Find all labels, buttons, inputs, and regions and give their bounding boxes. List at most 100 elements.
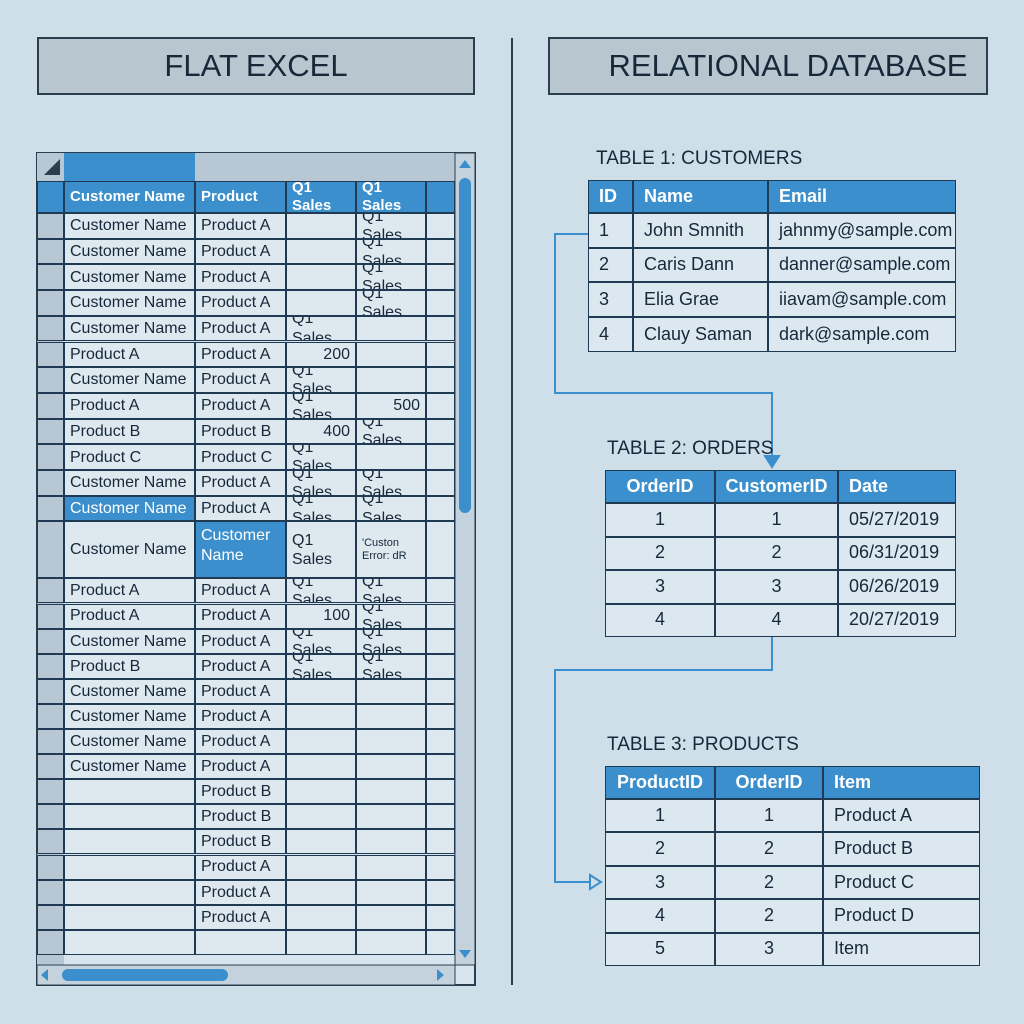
grid-cell [426,653,455,679]
grid-cell [64,829,195,855]
row-header [37,238,64,265]
grid-cell [356,729,426,755]
table-caption: TABLE 1: CUSTOMERS [596,148,803,169]
grid-cell [286,929,356,955]
table-header: Name [633,180,768,213]
scroll-left[interactable] [41,969,48,981]
table-header: OrderID [715,766,823,799]
grid-cell: Product A [195,367,286,393]
scroll-thumb [459,178,471,513]
grid-cell: Product A [195,392,286,419]
grid-cell: Customer Name [64,521,195,579]
grid-cell: Q1 Sales [286,315,356,342]
table-cell: 1 [605,799,715,833]
grid-cell [356,703,426,729]
grid-cell: 400 [286,418,356,445]
grid-cell [64,879,195,905]
row-header [37,754,64,780]
grid-cell: Product A [64,341,195,368]
grid-cell [426,213,455,239]
table-cell: Product D [823,899,980,933]
grid-cell: Q1 Sales [356,418,426,445]
table-cell: 1 [715,799,823,833]
grid-cell: Q1 Sales [286,653,356,679]
grid-cell [426,578,455,604]
grid-cell [426,238,455,265]
scroll-right[interactable] [437,969,444,981]
row-header [37,578,64,604]
scroll-up[interactable] [459,160,471,168]
grid-cell: Q1 Sales [286,521,356,579]
grid-cell [426,829,455,855]
grid-cell: Product A [195,904,286,930]
column-header: Customer Name [64,181,195,213]
grid-cell [356,929,426,955]
table-cell: 20/27/2019 [838,603,956,637]
grid-cell [195,929,286,955]
row-header [37,904,64,930]
row-header [37,290,64,316]
grid-cell: Q1 Sales [356,578,426,604]
grid-cell: Product B [195,804,286,830]
grid-cell: Product A [64,392,195,419]
grid-cell: Q1 Sales [356,495,426,522]
grid-cell: Customer Name [64,213,195,239]
grid-cell [426,678,455,704]
table-cell: Elia Grae [633,282,768,318]
grid-cell: Q1 Sales [356,238,426,265]
grid-cell: Customer Name [64,678,195,704]
row-header [37,521,64,579]
grid-cell [286,879,356,905]
grid-cell: Product B [195,779,286,805]
selected-column-header [64,153,195,181]
grid-cell [426,879,455,905]
table-cell: 1 [605,503,715,537]
grid-cell: Q1 Sales [286,444,356,470]
grid-cell: 500 [356,392,426,419]
scroll-down[interactable] [459,950,471,958]
grid-cell [286,904,356,930]
table-cell: 05/27/2019 [838,503,956,537]
row-header [37,603,64,629]
grid-cell [426,521,455,579]
row-header [37,264,64,291]
row-header [37,653,64,679]
grid-cell: Product A [195,628,286,654]
grid-cell [286,213,356,239]
grid-cell: Product A [195,264,286,291]
grid-cell [426,495,455,522]
grid-cell [286,264,356,291]
table-header: Date [838,470,956,503]
grid-cell: Product B [64,653,195,679]
row-header [37,392,64,419]
grid-cell: Product A [195,854,286,880]
grid-cell [356,854,426,880]
row-header [37,779,64,805]
row-header [37,213,64,239]
grid-cell: Product C [195,444,286,470]
grid-cell: Product A [195,653,286,679]
grid-cell [64,779,195,805]
row-header [37,418,64,445]
table-header: Item [823,766,980,799]
table-cell: jahnmy@sample.com [768,213,956,248]
row-header [37,495,64,522]
grid-cell: Product A [195,341,286,368]
grid-cell [64,854,195,880]
table-cell: 4 [605,899,715,933]
grid-cell [356,904,426,930]
table-header: Email [768,180,956,213]
grid-cell: Product A [195,603,286,629]
right-title: RELATIONAL DATABASE [548,37,988,95]
row-header [37,804,64,830]
grid-cell: Product A [195,754,286,780]
column-header: Q1 Sales [286,181,356,213]
row-header [37,181,64,213]
grid-cell: Q1 Sales [286,470,356,496]
table-cell: dark@sample.com [768,317,956,352]
grid-cell [286,754,356,780]
row-header [37,470,64,496]
row-header [37,315,64,342]
grid-cell [286,729,356,755]
